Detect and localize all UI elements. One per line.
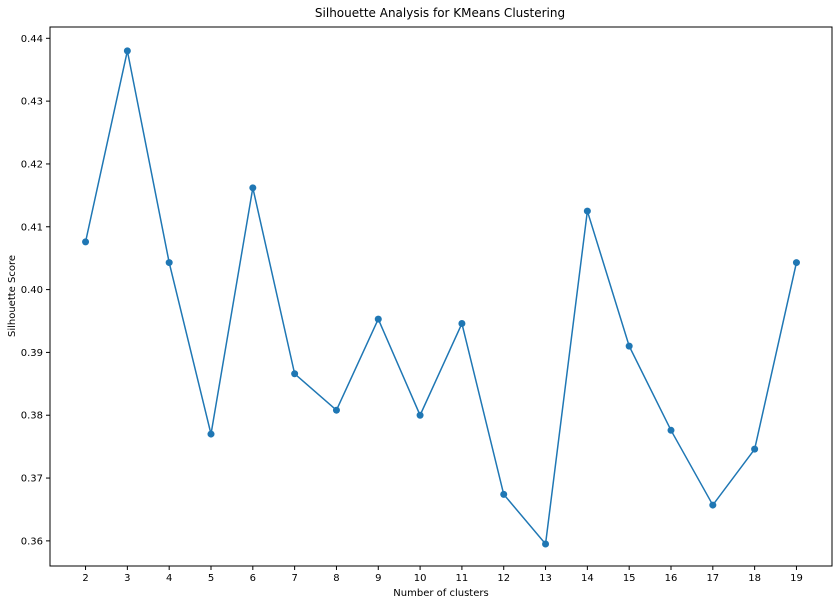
data-point [332,406,340,414]
data-point [207,430,215,438]
y-tick-label: 0.37 [21,474,43,485]
data-point [458,320,466,328]
data-point [291,370,299,378]
x-tick-label: 16 [665,573,678,584]
y-tick-label: 0.41 [21,222,43,233]
plot-frame [49,26,833,567]
series-line [84,50,798,546]
x-tick-label: 3 [124,573,130,584]
y-tick-label: 0.39 [21,348,43,359]
data-point [583,207,591,215]
y-tick-label: 0.40 [21,285,43,296]
data-point [792,259,800,267]
data-point [416,411,424,419]
x-axis-title: Number of clusters [393,588,488,599]
x-tick-label: 15 [623,573,636,584]
y-tick-label: 0.42 [21,159,43,170]
y-tick-label: 0.43 [21,97,43,108]
data-point [82,238,90,246]
data-point [249,184,257,192]
y-tick-label: 0.38 [21,411,43,422]
x-tick-label: 4 [166,573,172,584]
data-point [751,445,759,453]
x-tick-label: 19 [790,573,803,584]
data-point [123,47,131,55]
data-point [625,342,633,350]
x-tick-label: 10 [414,573,427,584]
chart-title: Silhouette Analysis for KMeans Clusterin… [315,6,565,20]
y-axis-ticks: 0.36 0.37 0.38 0.39 0.40 0.41 0.42 0.43 0.44 [21,34,50,547]
x-tick-label: 17 [706,573,719,584]
x-tick-label: 6 [250,573,256,584]
x-tick-label: 11 [456,573,469,584]
data-point [542,540,550,548]
data-point [165,259,173,267]
x-axis-ticks: 2 3 4 5 6 7 8 9 10 11 12 13 14 15 16 17 18 19 [82,566,803,584]
y-axis-title: Silhouette Score [7,255,18,337]
x-tick-label: 13 [539,573,552,584]
x-tick-label: 14 [581,573,594,584]
x-tick-label: 7 [291,573,297,584]
data-point [374,315,382,323]
y-tick-label: 0.36 [21,536,43,547]
x-tick-label: 18 [748,573,761,584]
x-tick-label: 5 [208,573,214,584]
data-point [500,490,508,498]
y-tick-label: 0.44 [21,34,43,45]
x-tick-label: 2 [82,573,88,584]
data-point [709,501,717,509]
x-tick-label: 9 [375,573,381,584]
data-point [667,426,675,434]
plot-area [82,47,800,548]
x-tick-label: 12 [497,573,510,584]
x-tick-label: 8 [333,573,339,584]
